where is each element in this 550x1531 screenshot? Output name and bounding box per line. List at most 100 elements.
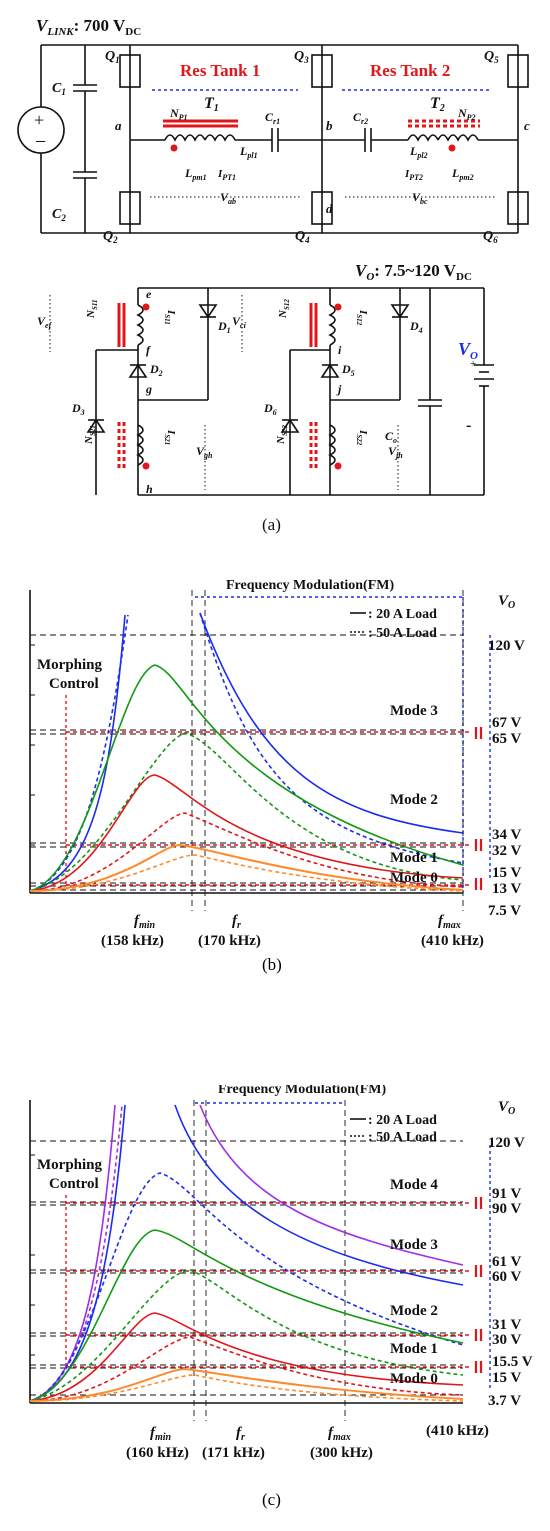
legend-50a: : 50 A Load: [368, 626, 437, 641]
svg-text:f: f: [146, 343, 151, 357]
fmax-label-c: fmax: [328, 1425, 351, 1443]
svg-text:Vjh: Vjh: [388, 444, 403, 460]
mode-4: Mode 4: [390, 1177, 438, 1193]
svg-text:Control: Control: [49, 1176, 99, 1192]
mode-3: Mode 3: [390, 703, 438, 719]
svg-text:−: −: [35, 131, 46, 153]
legend-20a: : 20 A Load: [368, 607, 437, 622]
fm-label: Frequency Modulation(FM): [226, 578, 394, 593]
svg-text:Q2: Q2: [103, 229, 118, 245]
svg-text:-: -: [466, 417, 471, 434]
fr-value-c: (171 kHz): [202, 1445, 265, 1461]
svg-text:Cr1: Cr1: [265, 110, 280, 126]
fr-label: fr: [232, 913, 241, 931]
mosfets: [119, 54, 529, 225]
svg-text:NP1: NP1: [169, 106, 188, 122]
svg-text:+: +: [34, 110, 44, 130]
svg-text:IS21: IS21: [163, 429, 177, 445]
svg-text:IS11: IS11: [163, 309, 177, 325]
fmin-value: (158 kHz): [101, 933, 164, 949]
svg-text:15 V: 15 V: [492, 865, 521, 881]
caption-a: (a): [262, 515, 281, 534]
fmin-label: fmin: [134, 913, 156, 931]
svg-text:D5: D5: [341, 362, 355, 378]
svg-text:Control: Control: [49, 676, 99, 692]
svg-text:D2: D2: [149, 362, 163, 378]
caption-b: (b): [262, 955, 282, 974]
svg-text:a: a: [115, 118, 122, 133]
mode-2: Mode 2: [390, 792, 438, 808]
legend-50a-c: : 50 A Load: [368, 1130, 437, 1145]
chart-c: Frequency Modulation(FM) VO : 20 A Load …: [29, 1085, 533, 1461]
svg-text:Lpl1: Lpl1: [239, 144, 258, 160]
svg-text:15.5 V: 15.5 V: [492, 1354, 533, 1370]
fm-label-c: Frequency Modulation(FM): [218, 1085, 386, 1097]
svg-text:Q1: Q1: [105, 49, 120, 65]
svg-text:D1: D1: [217, 319, 231, 335]
svg-text:13 V: 13 V: [492, 881, 521, 897]
vo-axis-label: VO: [498, 593, 515, 611]
svg-text:C1: C1: [52, 81, 66, 97]
svg-text:IPT2: IPT2: [404, 168, 423, 182]
svg-text:g: g: [145, 382, 152, 396]
svg-text:+: +: [470, 358, 476, 370]
svg-text:Co: Co: [385, 429, 397, 445]
fr-label-c: fr: [236, 1425, 245, 1443]
svg-text:i: i: [338, 343, 342, 357]
switch-legs: [129, 45, 519, 233]
svg-text:D6: D6: [263, 401, 277, 417]
svg-text:c: c: [524, 118, 530, 133]
fmax-value-c: (300 kHz): [310, 1445, 373, 1461]
svg-text:j: j: [336, 382, 342, 396]
svg-text:IPT1: IPT1: [217, 168, 236, 182]
vo-label: VO: 7.5~120 VDC: [355, 261, 472, 283]
chart-b: Frequency Modulation(FM) VO : 20 A Load …: [29, 578, 525, 949]
svg-text:120 V: 120 V: [488, 638, 525, 654]
svg-text:Vbc: Vbc: [412, 190, 428, 206]
svg-text:3.7 V: 3.7 V: [488, 1393, 521, 1409]
morphing-label-c: Morphing: [37, 1157, 103, 1173]
svg-text:d: d: [326, 201, 333, 216]
svg-text:b: b: [326, 118, 333, 133]
svg-text:NS21: NS21: [83, 425, 97, 445]
svg-text:Cr2: Cr2: [353, 110, 368, 126]
svg-text:Lpl2: Lpl2: [409, 144, 428, 160]
mode-1-c: Mode 1: [390, 1341, 438, 1357]
svg-text:91 V: 91 V: [492, 1186, 521, 1202]
svg-text:Q4: Q4: [295, 229, 310, 245]
vlink-label: VLINK: 700 VDC: [36, 16, 141, 38]
morphing-label: Morphing: [37, 657, 103, 673]
svg-text:Q3: Q3: [294, 49, 309, 65]
svg-text:120 V: 120 V: [488, 1135, 525, 1151]
svg-text:T2: T2: [430, 95, 445, 114]
svg-text:31 V: 31 V: [492, 1317, 521, 1333]
mode-0: Mode 0: [390, 870, 438, 886]
svg-text:D4: D4: [409, 319, 423, 335]
svg-text:65 V: 65 V: [492, 731, 521, 747]
svg-text:61 V: 61 V: [492, 1254, 521, 1270]
svg-text:e: e: [146, 287, 152, 301]
svg-text:60 V: 60 V: [492, 1269, 521, 1285]
svg-text:NS12: NS12: [277, 299, 291, 319]
svg-text:15 V: 15 V: [492, 1370, 521, 1386]
svg-text:IS22: IS22: [355, 429, 369, 446]
mode-2-c: Mode 2: [390, 1303, 438, 1319]
svg-text:IS12: IS12: [355, 309, 369, 326]
fend-value-c: (410 kHz): [426, 1423, 489, 1439]
circuit-diagram: VLINK: 700 VDC + − C1 C2 Q1 Q2 Q3 Q4 Q5 …: [17, 16, 530, 534]
caption-c: (c): [262, 1490, 281, 1509]
svg-text:90 V: 90 V: [492, 1201, 521, 1217]
legend-20a-c: : 20 A Load: [368, 1113, 437, 1128]
svg-text:Q6: Q6: [483, 229, 498, 245]
svg-text:7.5 V: 7.5 V: [488, 903, 521, 919]
svg-text:Vab: Vab: [220, 190, 236, 206]
svg-text:T1: T1: [204, 95, 219, 114]
svg-text:Lpm1: Lpm1: [184, 166, 207, 182]
fr-value: (170 kHz): [198, 933, 261, 949]
svg-text:32 V: 32 V: [492, 843, 521, 859]
svg-text:30 V: 30 V: [492, 1332, 521, 1348]
res-tank-2-label: Res Tank 2: [370, 61, 450, 80]
res-tank-1-label: Res Tank 1: [180, 61, 260, 80]
svg-text:Vci: Vci: [232, 314, 247, 330]
fmax-label: fmax: [438, 913, 461, 931]
